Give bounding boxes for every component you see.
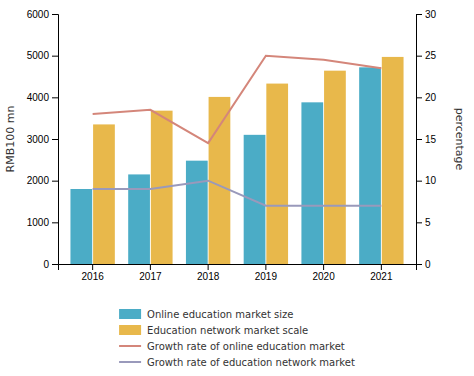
plot: 2016 2017 2018 2019 2020 2021 0 1000 2000 3000 400…	[4, 9, 466, 282]
y2-axis-title: percentage	[453, 108, 466, 171]
tick-mark	[150, 264, 151, 270]
legend-swatch	[119, 325, 141, 335]
tick-mark	[52, 222, 58, 223]
bar	[128, 174, 150, 264]
y-axis-title: RMB100 mn	[4, 106, 17, 173]
tick: 6000	[27, 9, 58, 20]
bar	[359, 67, 381, 264]
axis-domain	[417, 15, 423, 265]
bar-series	[70, 67, 380, 264]
tick-label: 2020	[312, 271, 335, 282]
tick: 2017	[139, 264, 162, 282]
tick: 2021	[370, 264, 393, 282]
tick: 5000	[27, 50, 58, 61]
tick-label: 2000	[27, 175, 50, 186]
tick-label: 4000	[27, 92, 50, 103]
tick-label: 6000	[27, 9, 50, 20]
tick-label: 2016	[82, 271, 105, 282]
legend-swatch	[119, 345, 141, 347]
legend: Online education market size Education ne…	[119, 309, 355, 368]
line	[93, 181, 382, 206]
tick: 2019	[255, 264, 278, 282]
bar	[244, 135, 266, 264]
tick: 0	[43, 259, 58, 270]
tick: 10	[416, 175, 437, 186]
tick-label: 1000	[27, 217, 50, 228]
tick: 0	[416, 259, 431, 270]
legend-swatch	[119, 361, 141, 363]
tick: 15	[416, 134, 437, 145]
bar	[186, 161, 208, 264]
tick-mark	[52, 264, 58, 265]
tick-label: 5	[425, 217, 431, 228]
tick-mark	[92, 264, 93, 270]
tick-mark	[52, 97, 58, 98]
tick-label: 15	[425, 134, 437, 145]
bar	[93, 124, 115, 264]
bar	[324, 71, 346, 264]
tick: 1000	[27, 217, 58, 228]
tick-label: 2017	[139, 271, 162, 282]
tick-label: 20	[425, 92, 437, 103]
tick: 2000	[27, 175, 58, 186]
legend-item: Growth rate of online education market	[119, 341, 345, 352]
axis-domain	[52, 15, 59, 265]
legend-label: Online education market size	[147, 309, 293, 320]
tick-label: 0	[425, 259, 431, 270]
tick: 25	[416, 50, 437, 61]
bar	[301, 102, 323, 264]
chart: 2016 2017 2018 2019 2020 2021 0 1000 2000 3000 400…	[0, 0, 474, 376]
tick: 3000	[27, 134, 58, 145]
tick: 30	[416, 9, 437, 20]
legend-label: Growth rate of education network market	[147, 357, 355, 368]
tick-mark	[323, 264, 324, 270]
tick-mark	[52, 14, 58, 15]
tick: 4000	[27, 92, 58, 103]
tick-mark	[381, 264, 382, 270]
tick: 2016	[82, 264, 105, 282]
y-axis: 0 1000 2000 3000 4000 5000 6000	[27, 9, 59, 270]
tick: 20	[416, 92, 437, 103]
tick: 2018	[197, 264, 220, 282]
legend-swatch	[119, 309, 141, 319]
tick-mark	[52, 181, 58, 182]
tick-mark	[208, 264, 209, 270]
bar	[382, 57, 404, 264]
tick-mark	[416, 139, 422, 140]
legend-item: Growth rate of education network market	[119, 357, 355, 368]
legend-label: Growth rate of online education market	[147, 341, 345, 352]
bar	[70, 189, 92, 264]
axis-domain	[59, 265, 417, 271]
tick-label: 3000	[27, 134, 50, 145]
tick-label: 2019	[255, 271, 278, 282]
tick-label: 5000	[27, 50, 50, 61]
tick-mark	[52, 56, 58, 57]
tick-mark	[416, 222, 422, 223]
x-axis: 2016 2017 2018 2019 2020 2021	[59, 264, 417, 282]
tick-mark	[265, 264, 266, 270]
legend-item: Online education market size	[119, 309, 293, 320]
tick-label: 2018	[197, 271, 220, 282]
tick: 2020	[312, 264, 335, 282]
bar	[266, 84, 288, 264]
tick-label: 30	[425, 9, 437, 20]
legend-label: Education network market scale	[147, 325, 308, 336]
tick-mark	[416, 97, 422, 98]
bar	[209, 97, 231, 264]
tick-mark	[416, 264, 422, 265]
tick-mark	[416, 56, 422, 57]
tick-label: 2021	[370, 271, 393, 282]
tick: 5	[416, 217, 431, 228]
tick-mark	[52, 139, 58, 140]
tick-mark	[416, 14, 422, 15]
tick-label: 0	[43, 259, 49, 270]
bar-series	[93, 57, 403, 264]
tick-mark	[416, 181, 422, 182]
legend-item: Education network market scale	[119, 325, 308, 336]
tick-label: 10	[425, 175, 437, 186]
tick-label: 25	[425, 50, 437, 61]
marks	[70, 56, 403, 264]
y2-axis: 0 5 10 15 20 25 30	[416, 9, 437, 270]
line	[93, 56, 382, 144]
